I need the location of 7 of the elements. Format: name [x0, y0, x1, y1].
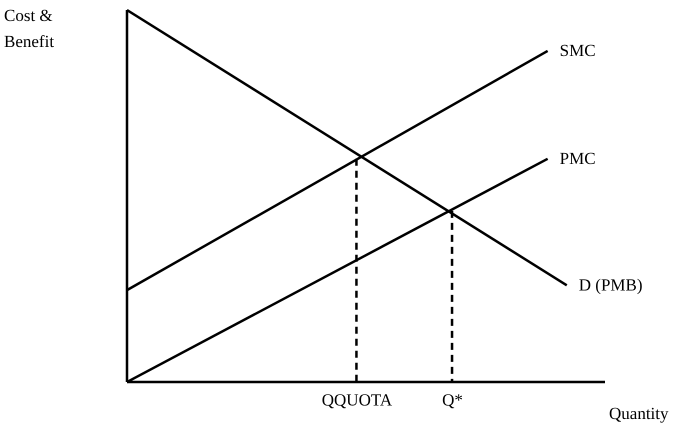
y-axis-title: Cost & Benefit	[4, 6, 54, 51]
x-axis-title: Quantity	[609, 404, 669, 423]
series-label: SMC	[560, 40, 596, 60]
x-tick-label: QQUOTA	[322, 390, 393, 410]
series-label: D (PMB)	[578, 275, 643, 294]
series-label: PMC	[560, 148, 596, 168]
x-tick-label: Q*	[442, 390, 463, 410]
